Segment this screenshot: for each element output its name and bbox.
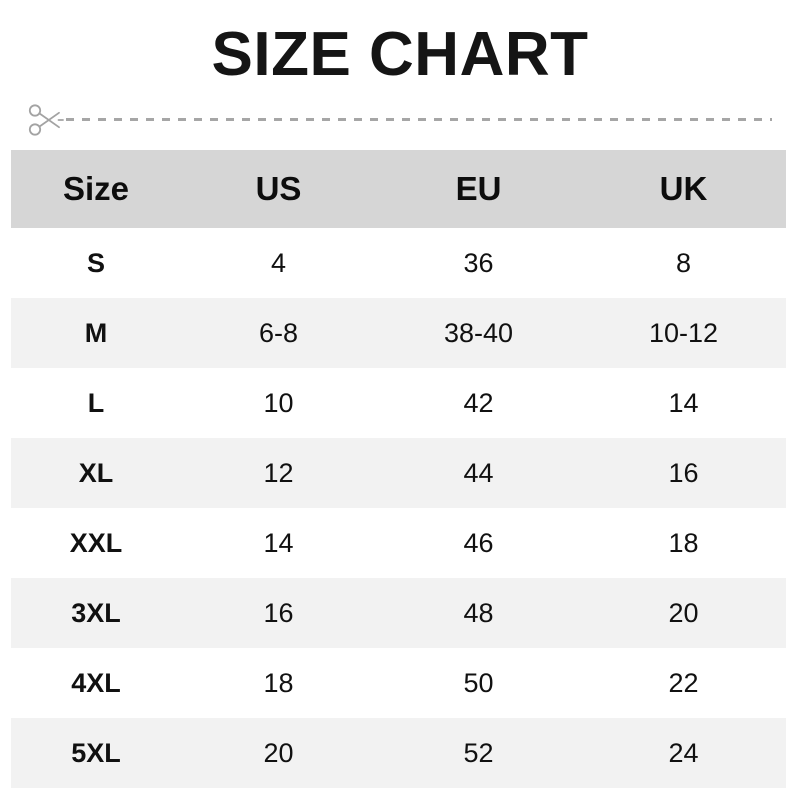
cell-us: 18 [263, 668, 294, 698]
scissors-icon [28, 103, 64, 137]
cell-uk: 24 [668, 738, 699, 768]
cell-eu: 44 [463, 458, 494, 488]
cell-uk: 20 [668, 598, 699, 628]
cell-size: 4XL [71, 668, 121, 698]
cell-size: XL [78, 458, 114, 488]
column-header-eu: EU [455, 170, 502, 207]
cell-eu: 36 [463, 248, 494, 278]
table-header-row: Size US EU UK [11, 150, 786, 228]
cell-eu: 42 [463, 388, 494, 418]
cell-us: 12 [263, 458, 294, 488]
table-row: 3XL 16 48 20 [11, 578, 786, 648]
cell-size: 3XL [71, 598, 121, 628]
table-row: XL 12 44 16 [11, 438, 786, 508]
cell-eu: 50 [463, 668, 494, 698]
cell-uk: 16 [668, 458, 699, 488]
size-table: Size US EU UK S 4 36 8 M 6-8 38-40 10-12… [11, 150, 786, 788]
cell-uk: 10-12 [648, 318, 719, 348]
table-row: 5XL 20 52 24 [11, 718, 786, 788]
table-row: S 4 36 8 [11, 228, 786, 298]
cell-us: 16 [263, 598, 294, 628]
cell-eu: 48 [463, 598, 494, 628]
cell-eu: 46 [463, 528, 494, 558]
cell-us: 14 [263, 528, 294, 558]
cell-size: L [87, 388, 105, 418]
cell-uk: 14 [668, 388, 699, 418]
cell-uk: 18 [668, 528, 699, 558]
column-header-uk: UK [659, 170, 708, 207]
column-header-size: Size [62, 170, 130, 207]
dashed-cut-line [66, 118, 772, 121]
table-row: L 10 42 14 [11, 368, 786, 438]
table-row: XXL 14 46 18 [11, 508, 786, 578]
column-header-us: US [255, 170, 302, 207]
cell-us: 10 [263, 388, 294, 418]
cell-us: 4 [270, 248, 287, 278]
cut-line [24, 103, 776, 137]
cell-uk: 8 [675, 248, 692, 278]
cell-us: 6-8 [258, 318, 299, 348]
cell-size: S [86, 248, 105, 278]
cell-uk: 22 [668, 668, 699, 698]
cell-size: XXL [69, 528, 123, 558]
cell-eu: 38-40 [443, 318, 514, 348]
page-title: SIZE CHART [211, 20, 589, 89]
cell-us: 20 [263, 738, 294, 768]
cell-eu: 52 [463, 738, 494, 768]
cell-size: 5XL [71, 738, 121, 768]
table-row: M 6-8 38-40 10-12 [11, 298, 786, 368]
cell-size: M [84, 318, 108, 348]
table-row: 4XL 18 50 22 [11, 648, 786, 718]
